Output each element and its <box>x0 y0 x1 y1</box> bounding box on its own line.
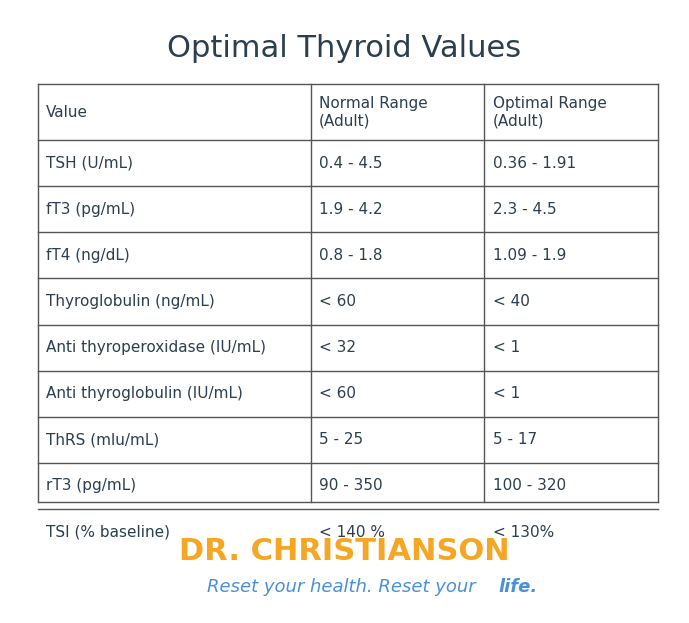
Text: TSH (U/mL): TSH (U/mL) <box>46 156 133 171</box>
Text: 5 - 17: 5 - 17 <box>493 432 537 447</box>
Text: 1.09 - 1.9: 1.09 - 1.9 <box>493 248 566 263</box>
Text: rT3 (pg/mL): rT3 (pg/mL) <box>46 478 136 493</box>
Text: 5 - 25: 5 - 25 <box>319 432 363 447</box>
Text: fT4 (ng/dL): fT4 (ng/dL) <box>46 248 130 263</box>
Text: < 40: < 40 <box>493 294 530 309</box>
Text: < 32: < 32 <box>319 340 356 355</box>
Text: fT3 (pg/mL): fT3 (pg/mL) <box>46 202 135 217</box>
Text: < 130%: < 130% <box>493 525 554 540</box>
Text: 100 - 320: 100 - 320 <box>493 478 566 493</box>
Text: < 1: < 1 <box>493 386 520 401</box>
Text: DR. CHRISTIANSON: DR. CHRISTIANSON <box>179 537 510 566</box>
Text: ThRS (mlu/mL): ThRS (mlu/mL) <box>46 432 159 447</box>
Text: < 60: < 60 <box>319 386 356 401</box>
Text: Anti thyroperoxidase (IU/mL): Anti thyroperoxidase (IU/mL) <box>46 340 266 355</box>
Text: TSI (% baseline): TSI (% baseline) <box>46 525 170 540</box>
Text: 90 - 350: 90 - 350 <box>319 478 382 493</box>
Text: 2.3 - 4.5: 2.3 - 4.5 <box>493 202 556 217</box>
Text: 1.9 - 4.2: 1.9 - 4.2 <box>319 202 382 217</box>
Text: < 140 %: < 140 % <box>319 525 385 540</box>
Text: Reset your health. Reset your: Reset your health. Reset your <box>207 578 482 596</box>
Text: 0.8 - 1.8: 0.8 - 1.8 <box>319 248 382 263</box>
Text: 0.36 - 1.91: 0.36 - 1.91 <box>493 156 576 171</box>
Text: Optimal Thyroid Values: Optimal Thyroid Values <box>167 34 522 64</box>
Text: Thyroglobulin (ng/mL): Thyroglobulin (ng/mL) <box>46 294 215 309</box>
Text: 0.4 - 4.5: 0.4 - 4.5 <box>319 156 382 171</box>
Text: life.: life. <box>499 578 538 596</box>
Text: < 60: < 60 <box>319 294 356 309</box>
Text: Value: Value <box>46 105 88 120</box>
Text: Normal Range
(Adult): Normal Range (Adult) <box>319 96 428 128</box>
Text: < 1: < 1 <box>493 340 520 355</box>
Text: Anti thyroglobulin (IU/mL): Anti thyroglobulin (IU/mL) <box>46 386 243 401</box>
Text: Optimal Range
(Adult): Optimal Range (Adult) <box>493 96 606 128</box>
